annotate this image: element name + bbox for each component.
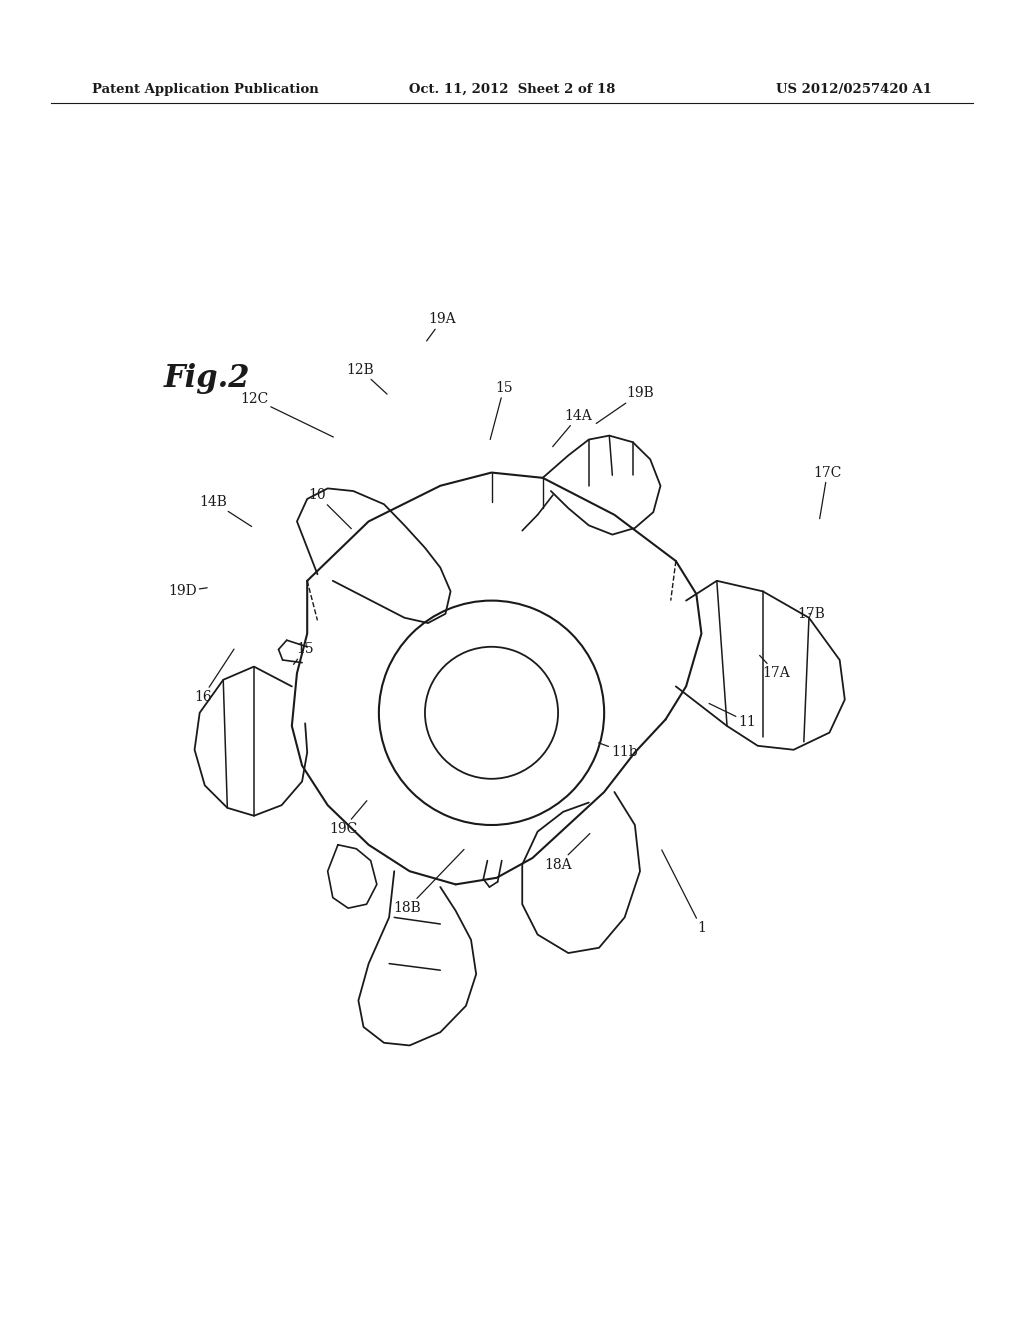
Text: Patent Application Publication: Patent Application Publication <box>92 83 318 96</box>
Text: 19A: 19A <box>427 313 456 341</box>
Text: 18A: 18A <box>545 833 590 871</box>
Text: 17B: 17B <box>797 607 825 620</box>
Text: 1: 1 <box>662 850 706 935</box>
Text: 19D: 19D <box>168 585 207 598</box>
Text: Oct. 11, 2012  Sheet 2 of 18: Oct. 11, 2012 Sheet 2 of 18 <box>409 83 615 96</box>
Text: 15: 15 <box>490 381 513 440</box>
Text: 12B: 12B <box>346 363 387 395</box>
Text: 12C: 12C <box>240 392 334 437</box>
Text: 19C: 19C <box>329 801 367 836</box>
Text: 10: 10 <box>308 488 351 529</box>
Text: 17A: 17A <box>760 656 791 680</box>
Text: 14A: 14A <box>553 409 593 446</box>
Text: 11b: 11b <box>599 743 638 759</box>
Text: 18B: 18B <box>393 850 464 915</box>
Text: 16: 16 <box>194 649 234 704</box>
Text: Fig.2: Fig.2 <box>164 363 250 393</box>
Text: 17C: 17C <box>813 466 842 519</box>
Text: 11: 11 <box>709 704 757 729</box>
Text: 15: 15 <box>294 643 314 664</box>
Text: US 2012/0257420 A1: US 2012/0257420 A1 <box>776 83 932 96</box>
Text: 19B: 19B <box>596 387 654 424</box>
Text: 14B: 14B <box>199 495 252 527</box>
